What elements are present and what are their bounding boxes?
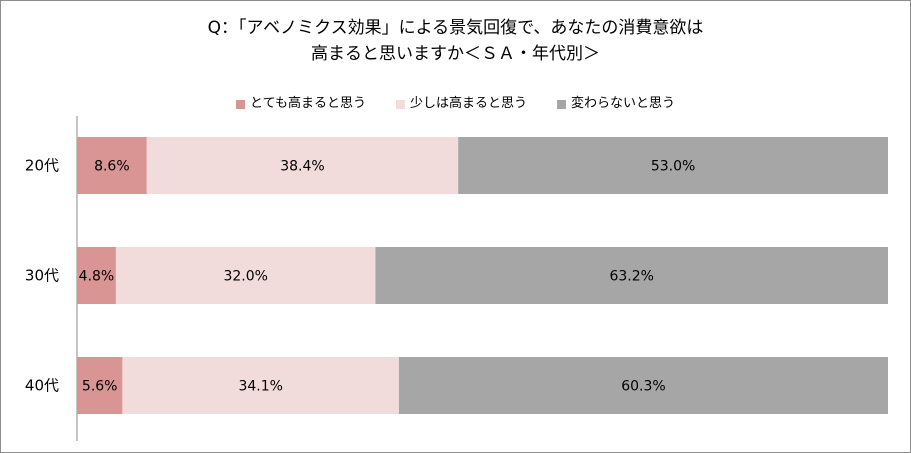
data-label: 53.0% xyxy=(651,159,695,175)
data-label: 4.8% xyxy=(79,269,115,285)
data-label: 34.1% xyxy=(238,379,282,395)
chart-title-line-1: Q：「アベノミクス効果」による景気回復で、あなたの消費意欲は xyxy=(207,18,704,38)
bar-segment xyxy=(77,357,123,414)
legend-item-somewhat-increase: 少しは高まると思う xyxy=(395,96,527,112)
data-label: 60.3% xyxy=(621,379,665,395)
bar-segment xyxy=(458,137,888,194)
legend-swatch-somewhat-increase xyxy=(395,99,405,109)
data-label: 38.4% xyxy=(280,159,324,175)
legend-swatch-very-increase xyxy=(236,99,245,109)
legend-label-no-change: 変わらないと思う xyxy=(570,96,675,111)
category-label: 20代 xyxy=(25,157,59,175)
legend-label-somewhat-increase: 少しは高まると思う xyxy=(409,96,527,111)
bar-segment xyxy=(375,247,888,304)
data-label: 5.6% xyxy=(82,379,118,395)
legend-label-very-increase: とても高まると思う xyxy=(250,96,366,111)
bar-segment xyxy=(77,247,116,304)
data-label: 8.6% xyxy=(94,159,130,175)
legend: とても高まると思う 少しは高まると思う 変わらないと思う xyxy=(1,96,910,112)
chart-title-line-2: 高まると思いますか＜ＳＡ・年代別＞ xyxy=(311,44,600,64)
bar-segment xyxy=(115,247,376,304)
legend-item-no-change: 変わらないと思う xyxy=(556,96,675,112)
legend-swatch-no-change xyxy=(556,99,566,109)
bar-segment xyxy=(398,357,888,414)
bar-segment xyxy=(122,357,399,414)
category-label: 40代 xyxy=(25,377,59,395)
data-label: 63.2% xyxy=(609,269,653,285)
bar-segment xyxy=(146,137,459,194)
legend-item-very-increase: とても高まると思う xyxy=(236,96,366,112)
category-label: 30代 xyxy=(25,267,59,285)
data-label: 32.0% xyxy=(223,269,267,285)
chart-title: Q：「アベノミクス効果」による景気回復で、あなたの消費意欲は 高まると思いますか… xyxy=(1,15,910,67)
bar-segment xyxy=(77,137,147,194)
